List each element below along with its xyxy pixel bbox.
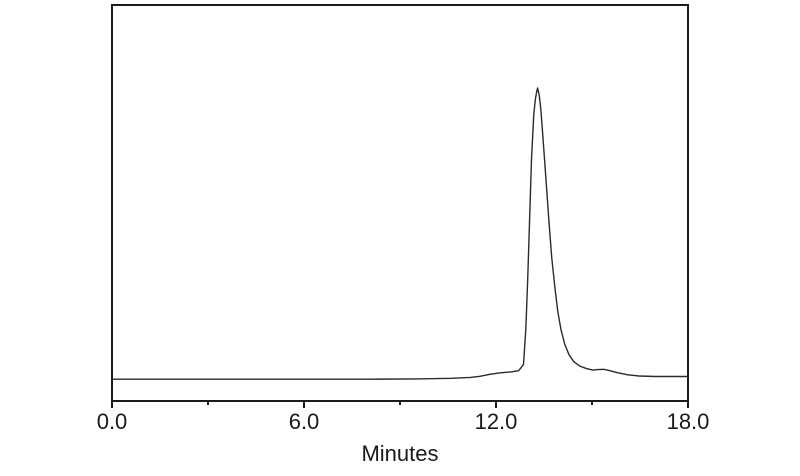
x-tick-label: 18.0: [667, 409, 710, 434]
x-tick-label: 6.0: [289, 409, 320, 434]
x-axis-tick-labels: 0.0 6.0 12.0 18.0: [97, 409, 710, 434]
x-tick-label: 12.0: [475, 409, 518, 434]
x-tick-label: 0.0: [97, 409, 128, 434]
x-axis-ticks: [111, 401, 689, 408]
plot-frame: [111, 4, 689, 402]
chromatogram-trace: [111, 87, 689, 380]
x-axis-title: Minutes: [361, 441, 438, 466]
